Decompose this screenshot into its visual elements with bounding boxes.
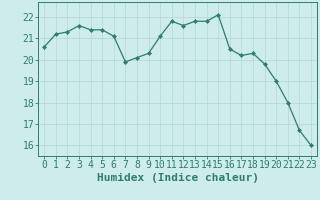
X-axis label: Humidex (Indice chaleur): Humidex (Indice chaleur): [97, 173, 259, 183]
